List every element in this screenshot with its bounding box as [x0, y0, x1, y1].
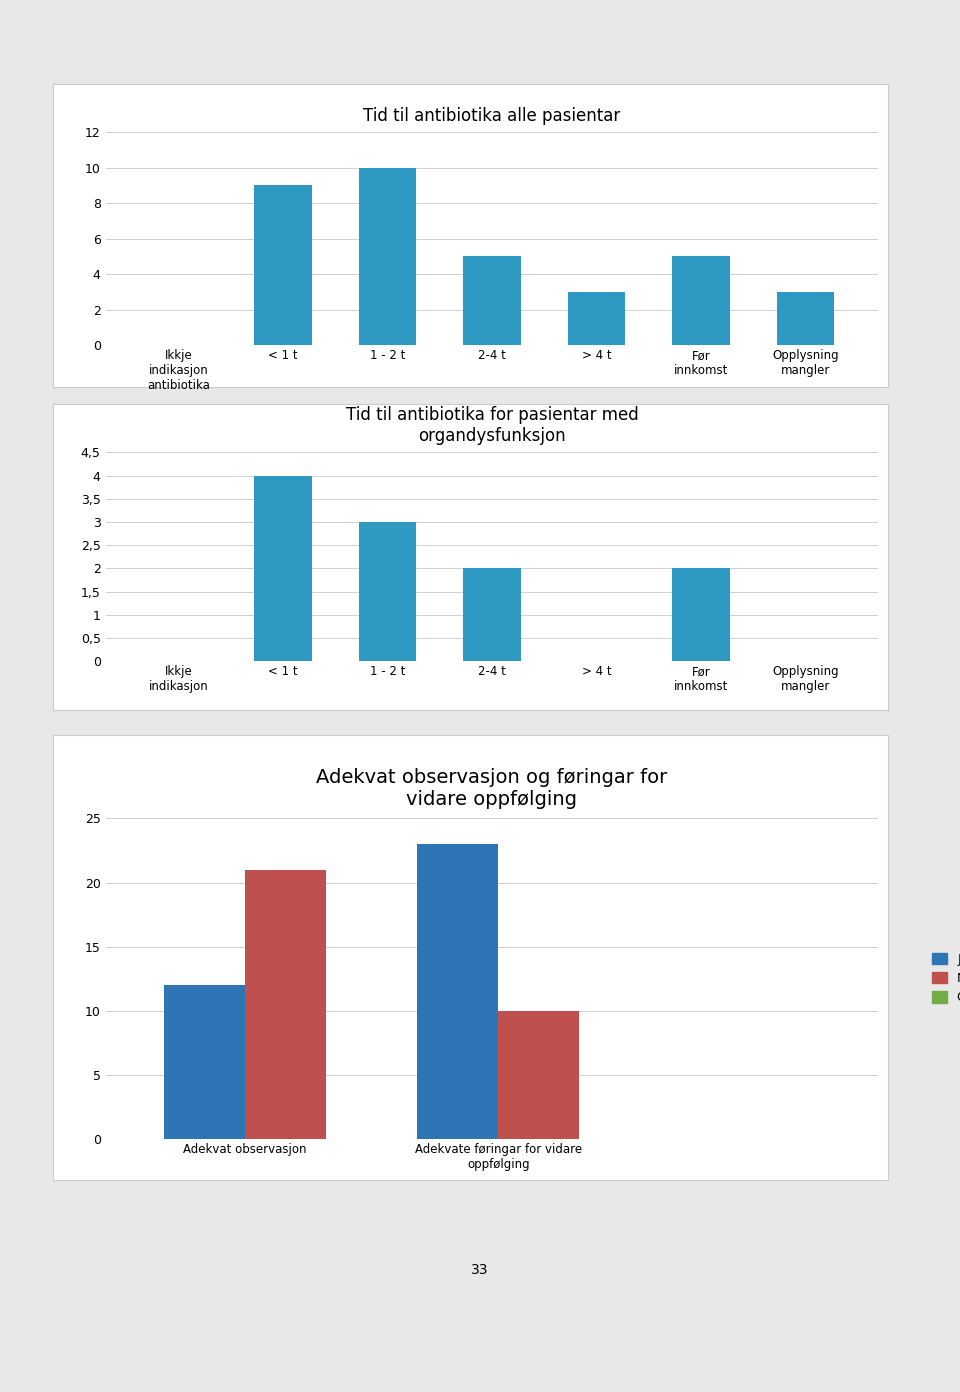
Bar [254, 185, 312, 345]
Bar [464, 256, 520, 345]
Title: Tid til antibiotika for pasientar med
organdysfunksjon: Tid til antibiotika for pasientar med or… [346, 406, 638, 445]
Bar [672, 256, 730, 345]
Bar [567, 292, 625, 345]
Bar [498, 1011, 580, 1139]
Bar [254, 476, 312, 661]
Bar [418, 844, 498, 1139]
Title: Tid til antibiotika alle pasientar: Tid til antibiotika alle pasientar [364, 107, 620, 125]
Title: Adekvat observasjon og føringar for
vidare oppfølging: Adekvat observasjon og føringar for vida… [317, 767, 667, 809]
Legend: Ja, Nei, Opplysning manglar: Ja, Nei, Opplysning manglar [927, 948, 960, 1009]
Bar [359, 522, 417, 661]
Bar [164, 986, 245, 1139]
Bar [464, 568, 520, 661]
Bar [245, 870, 326, 1139]
Text: 33: 33 [471, 1263, 489, 1276]
Bar [777, 292, 834, 345]
Bar [359, 167, 417, 345]
Bar [672, 568, 730, 661]
